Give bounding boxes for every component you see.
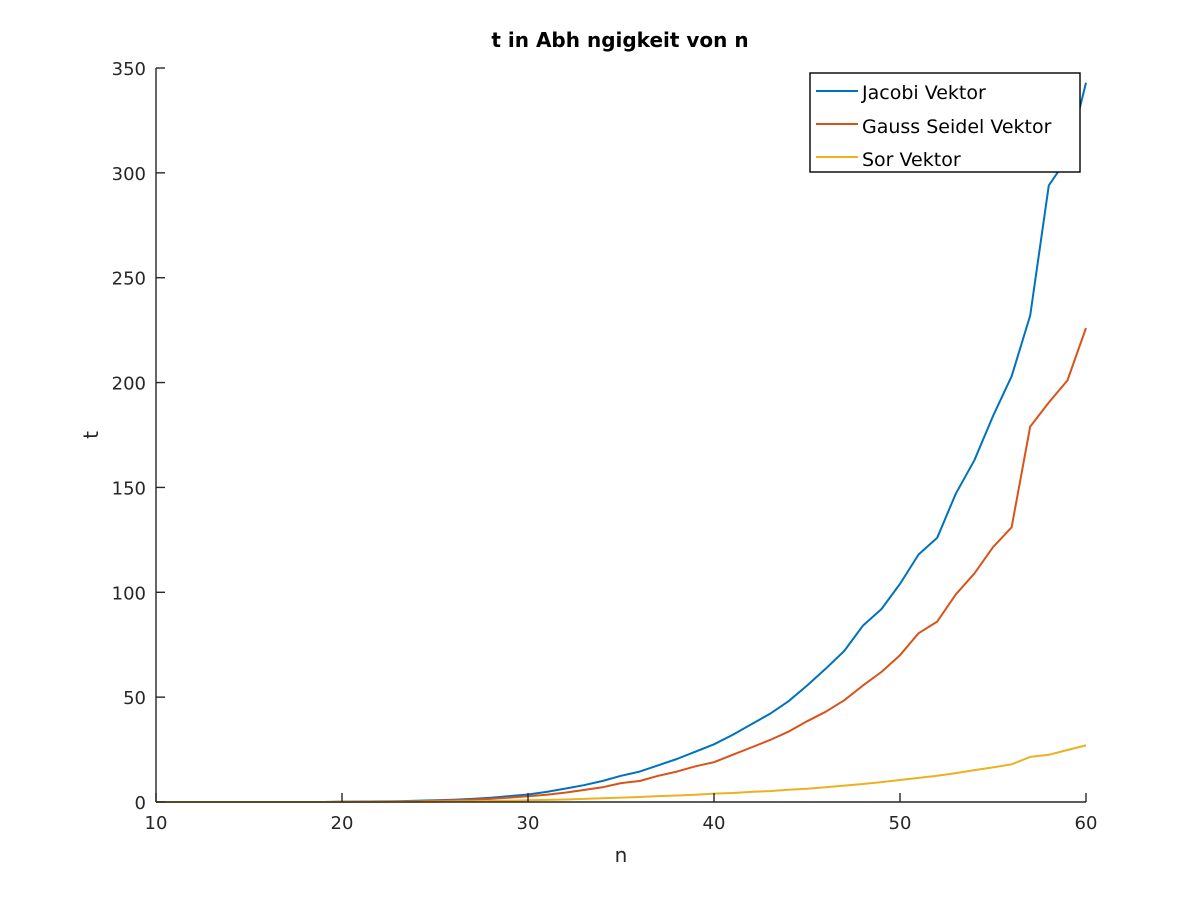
x-tick-label: 30	[517, 813, 540, 834]
y-tick-label: 250	[112, 269, 146, 290]
y-tick-label: 50	[123, 688, 146, 709]
y-tick-label: 100	[112, 583, 146, 604]
x-tick-label: 10	[145, 813, 168, 834]
x-tick-label: 20	[331, 813, 354, 834]
x-tick-label: 60	[1075, 813, 1098, 834]
chart-title: t in Abh ngigkeit von n	[491, 28, 748, 52]
legend: Jacobi Vektor Gauss Seidel Vektor Sor Ve…	[809, 72, 1081, 173]
x-ticks: 10 20 30 40 50 60	[145, 793, 1098, 834]
legend-label-sor: Sor Vektor	[862, 149, 961, 171]
y-axis-label: t	[79, 431, 103, 439]
x-axis-label: n	[615, 843, 628, 867]
x-tick-label: 40	[703, 813, 726, 834]
legend-box	[809, 72, 1081, 173]
y-tick-label: 0	[135, 793, 146, 814]
y-ticks: 0 50 100 150 200 250 300 350	[112, 59, 165, 814]
y-tick-label: 150	[112, 478, 146, 499]
legend-label-gauss-seidel: Gauss Seidel Vektor	[862, 116, 1052, 138]
y-tick-label: 350	[112, 59, 146, 80]
y-tick-label: 300	[112, 164, 146, 185]
x-tick-label: 50	[889, 813, 912, 834]
axes	[155, 68, 1086, 803]
legend-label-jacobi: Jacobi Vektor	[861, 82, 986, 104]
y-tick-label: 200	[112, 374, 146, 395]
